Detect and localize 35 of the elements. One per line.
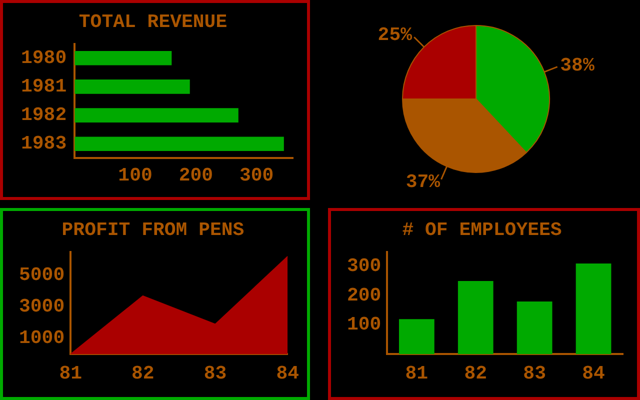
- x-tick-label: 81: [405, 362, 428, 384]
- y-tick-label: 100: [346, 314, 382, 336]
- data-label: 37%: [406, 170, 441, 193]
- y-tick-label: 200: [346, 284, 382, 306]
- chart-title: TOTAL REVENUE: [78, 11, 228, 34]
- y-tick-label: 1000: [19, 327, 65, 350]
- x-tick-label: 100: [118, 164, 152, 186]
- bar: [74, 80, 190, 94]
- chart-title: # OF EMPLOYEES: [402, 219, 562, 242]
- bar: [398, 319, 434, 354]
- x-tick-label: 83: [204, 362, 227, 384]
- data-label: 38%: [560, 54, 595, 76]
- y-tick-label: 300: [346, 255, 382, 278]
- bar: [516, 302, 552, 354]
- bar: [458, 281, 494, 354]
- x-tick-label: 84: [276, 362, 300, 384]
- bar: [74, 108, 238, 122]
- data-label: 25%: [378, 24, 413, 46]
- x-tick-label: 200: [178, 164, 214, 186]
- y-tick-label: 1980: [21, 46, 67, 69]
- x-tick-label: 83: [523, 362, 546, 384]
- bar: [74, 136, 284, 152]
- y-tick-label: 1983: [21, 132, 67, 155]
- x-tick-label: 82: [464, 362, 488, 384]
- bar: [74, 50, 172, 66]
- y-tick-label: 1981: [21, 75, 67, 98]
- x-tick-label: 300: [239, 164, 274, 186]
- x-tick-label: 84: [582, 362, 605, 384]
- y-tick-label: 3000: [19, 296, 65, 318]
- x-tick-label: 81: [59, 362, 82, 384]
- chart-title: PROFIT FROM PENS: [62, 219, 244, 242]
- y-tick-label: 5000: [19, 264, 65, 286]
- x-tick-label: 82: [132, 362, 154, 384]
- y-tick-label: 1982: [21, 104, 67, 126]
- bar: [576, 264, 612, 354]
